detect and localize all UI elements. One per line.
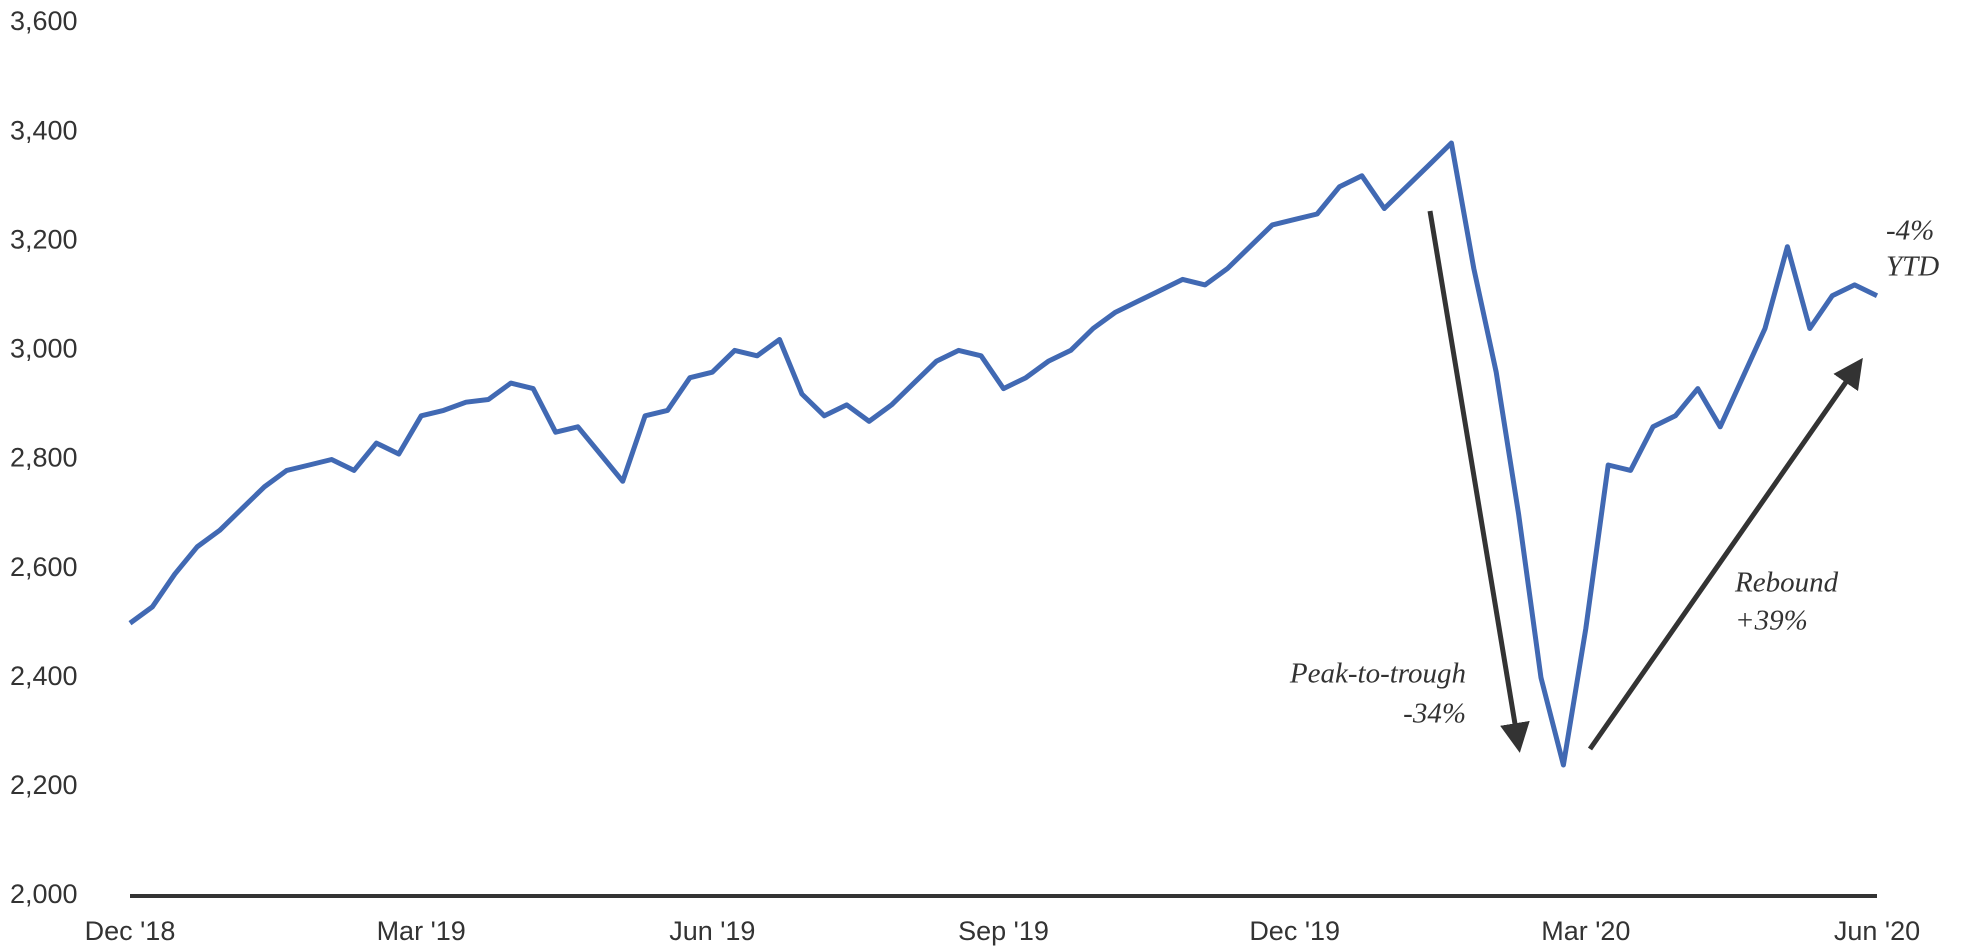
x-tick-label: Jun '19 — [669, 916, 755, 946]
x-tick-label: Jun '20 — [1834, 916, 1920, 946]
y-tick-label: 2,600 — [10, 552, 78, 582]
y-tick-label: 3,000 — [10, 334, 78, 364]
annotation-arrow — [1587, 357, 1863, 751]
y-tick-label: 2,200 — [10, 770, 78, 800]
line-series — [128, 140, 1879, 768]
y-tick-label: 2,400 — [10, 661, 78, 691]
annotation: YTD — [1886, 251, 1939, 283]
annotation: +39% — [1735, 605, 1808, 637]
annotation: Rebound — [1734, 567, 1839, 599]
x-tick-label: Sep '19 — [958, 916, 1049, 946]
y-tick-label: 3,200 — [10, 224, 78, 254]
x-tick-label: Dec '19 — [1249, 916, 1340, 946]
annotation: -4% — [1886, 215, 1934, 247]
x-tick-label: Mar '20 — [1541, 916, 1630, 946]
annotation: Peak-to-trough — [1289, 658, 1466, 690]
y-tick-label: 3,600 — [10, 6, 78, 36]
x-tick-label: Dec '18 — [85, 916, 176, 946]
x-tick-label: Mar '19 — [377, 916, 466, 946]
y-tick-label: 3,400 — [10, 115, 78, 145]
annotation: -34% — [1403, 698, 1466, 730]
annotation-arrow — [1427, 210, 1530, 753]
y-tick-label: 2,000 — [10, 879, 78, 909]
y-tick-label: 2,800 — [10, 443, 78, 473]
